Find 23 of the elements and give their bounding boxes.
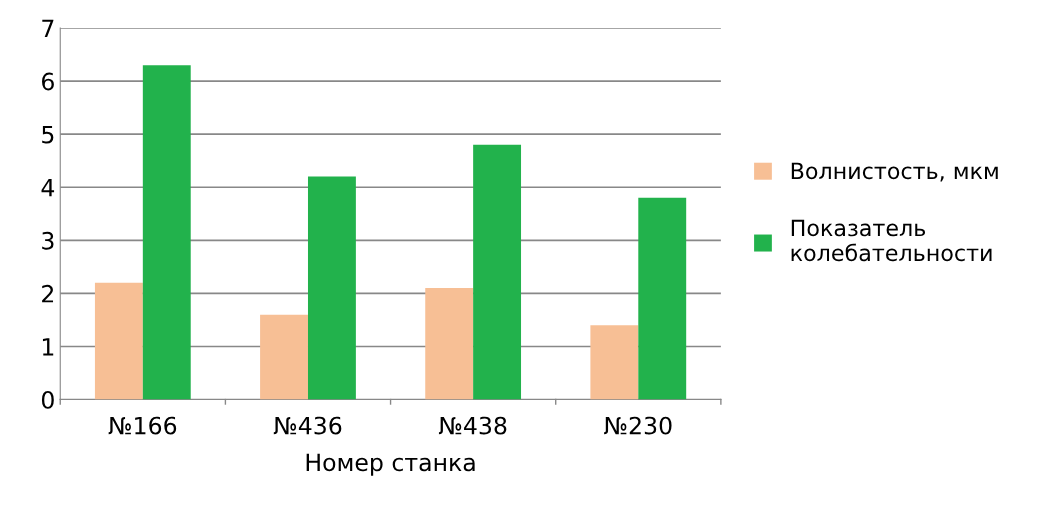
bar — [142, 65, 191, 400]
bar — [260, 314, 308, 400]
y-tick-label: 4 — [41, 179, 55, 197]
y-tick-label: 2 — [42, 284, 54, 303]
bar — [94, 282, 143, 400]
legend-label: Показатель колебательности — [791, 219, 992, 262]
y-tick-label: 0 — [41, 391, 54, 409]
bar — [307, 176, 356, 400]
bar — [638, 197, 687, 400]
y-tick-label: 1 — [42, 338, 54, 356]
x-tick-label: №436 — [273, 416, 342, 435]
bar — [425, 288, 474, 400]
bar — [473, 144, 522, 400]
y-tick-label: 5 — [42, 125, 54, 144]
y-tick-label: 6 — [42, 72, 54, 91]
y-tick-label: 7 — [42, 19, 54, 37]
y-tick-label: 3 — [42, 231, 54, 250]
x-tick-label: №438 — [438, 416, 507, 435]
x-tick-label: №166 — [108, 416, 177, 435]
legend-label: Волнистость, мкм — [791, 162, 998, 182]
bar — [590, 325, 639, 400]
x-tick-label: №230 — [604, 416, 672, 435]
x-axis-title: Номер станка — [306, 453, 475, 476]
